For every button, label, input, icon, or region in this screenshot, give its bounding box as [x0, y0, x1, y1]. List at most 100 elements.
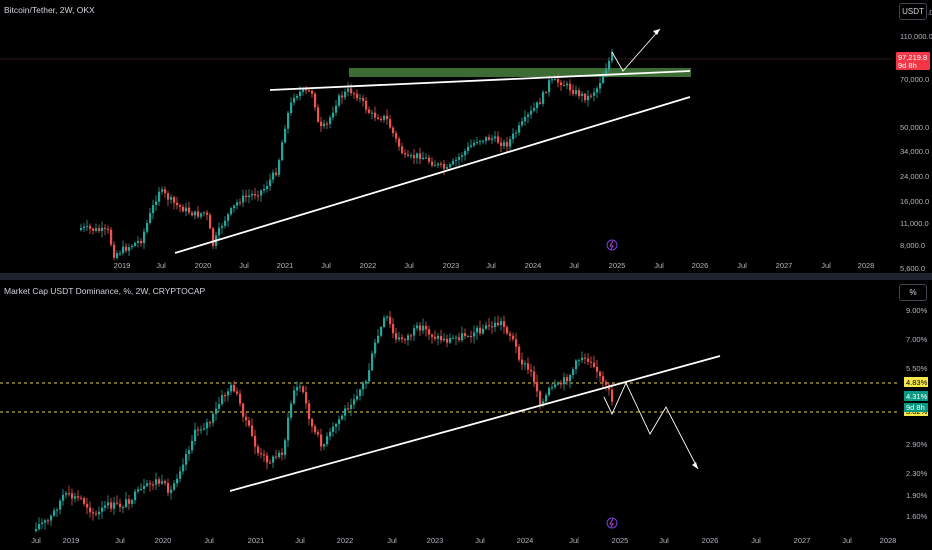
btc-candle [131, 245, 134, 248]
dominance-candle [266, 455, 269, 463]
dominance-axis-tick: 1.60% [906, 512, 928, 521]
btc-candle [479, 141, 482, 143]
btc-candle [524, 116, 527, 122]
dominance-candle [155, 479, 158, 485]
btc-candle [572, 90, 575, 94]
dominance-candle [425, 325, 428, 330]
price-axis-tick: 70,000.0 [900, 75, 929, 84]
btc-candle [383, 115, 386, 120]
btc-candle [443, 163, 446, 169]
btc-candle [185, 207, 188, 212]
btc-candle [275, 172, 278, 175]
lightning-icon [606, 517, 618, 529]
btc-candle [92, 228, 95, 231]
btc-candle [389, 119, 392, 128]
btc-candle [218, 227, 221, 236]
dominance-candle [383, 317, 386, 327]
dominance-candle [566, 377, 569, 382]
dominance-candle [176, 478, 179, 484]
dominance-candle [299, 386, 302, 388]
dominance-candle [167, 483, 170, 493]
dominance-candle [53, 510, 56, 516]
btc-candle [359, 98, 362, 100]
time-axis-tick: 2022 [360, 261, 377, 270]
dominance-candle [488, 325, 491, 327]
dominance-candle [536, 382, 539, 392]
btc-candle [344, 91, 347, 98]
dominance-candle [239, 393, 242, 404]
btc-candle [122, 246, 125, 254]
btc-candle [377, 117, 380, 119]
btc-candle [512, 133, 515, 140]
dominance-candle [119, 503, 122, 508]
btc-candle [587, 95, 590, 101]
dominance-candle [305, 392, 308, 404]
btc-candle [242, 195, 245, 203]
btc-candle [497, 136, 500, 143]
btc-candle [485, 137, 488, 141]
dominance-candle [533, 371, 536, 383]
time-axis-tick: 2019 [63, 536, 80, 545]
usdt-dominance-chart-svg[interactable]: 9.00%7.00%5.50%4.83%4.31%3.82%2.90%2.30%… [0, 281, 932, 550]
dominance-candle [221, 395, 224, 405]
btc-chart-svg[interactable]: 160,000.0110,000.070,000.050,000.034,000… [0, 0, 932, 272]
dominance-candle [524, 363, 527, 365]
time-axis-tick: 2026 [702, 536, 719, 545]
btc-candle [608, 60, 611, 70]
projection-arrowhead [653, 29, 660, 35]
dominance-candle [494, 322, 497, 327]
btc-candle [107, 228, 110, 230]
level-tag [904, 391, 928, 401]
btc-candle [518, 125, 521, 133]
btc-candle [551, 79, 554, 81]
btc-unit-button[interactable]: USDT [899, 3, 927, 20]
btc-candle [170, 197, 173, 200]
level-tag-label: 4.31% [906, 392, 928, 401]
btc-candle [311, 90, 314, 94]
dominance-candle [206, 422, 209, 429]
dominance-candle [62, 494, 65, 501]
time-axis-tick: 2024 [525, 261, 542, 270]
btc-candle [317, 107, 320, 122]
dominance-candle [464, 333, 467, 337]
dominance-candle [605, 381, 608, 385]
dominance-candle [356, 395, 359, 400]
btc-candle [446, 167, 449, 169]
dominance-candle [389, 316, 392, 325]
time-axis-tick: Jul [295, 536, 305, 545]
btc-candle [476, 141, 479, 143]
btc-candle [416, 153, 419, 159]
dominance-candle [473, 332, 476, 337]
dominance-candle [596, 366, 599, 372]
btc-candle [407, 154, 410, 156]
btc-chart-pane[interactable]: 160,000.0110,000.070,000.050,000.034,000… [0, 0, 932, 272]
usdt-dominance-chart-pane[interactable]: 9.00%7.00%5.50%4.83%4.31%3.82%2.90%2.30%… [0, 281, 932, 550]
btc-candle [401, 146, 404, 154]
dominance-candle [539, 391, 542, 406]
btc-candle [158, 191, 161, 202]
price-axis-tick: 34,000.0 [900, 147, 929, 156]
level-tag-label: 4.83% [906, 378, 928, 387]
current-price-tag [896, 52, 930, 70]
dominance-candle [482, 328, 485, 334]
percent-unit-button[interactable]: % [899, 284, 927, 301]
dominance-candle [446, 338, 449, 343]
btc-candle [143, 231, 146, 244]
dominance-candle [572, 369, 575, 375]
btc-candle [293, 97, 296, 103]
pane-separator[interactable] [0, 273, 932, 280]
btc-candle [269, 179, 272, 187]
dominance-candle [173, 483, 176, 490]
dominance-candle [563, 377, 566, 385]
btc-candle [146, 222, 149, 232]
dominance-candle [44, 520, 47, 523]
dominance-candle [158, 479, 161, 484]
dominance-candle [293, 390, 296, 404]
btc-candle [350, 88, 353, 94]
btc-candle [563, 85, 566, 87]
dominance-candle [527, 363, 530, 370]
price-axis-tick: 8,000.0 [900, 241, 925, 250]
btc-candle [308, 90, 311, 92]
dominance-candle [467, 335, 470, 337]
usdt-dominance-chart-title: Market Cap USDT Dominance, %, 2W, CRYPTO… [4, 286, 206, 296]
